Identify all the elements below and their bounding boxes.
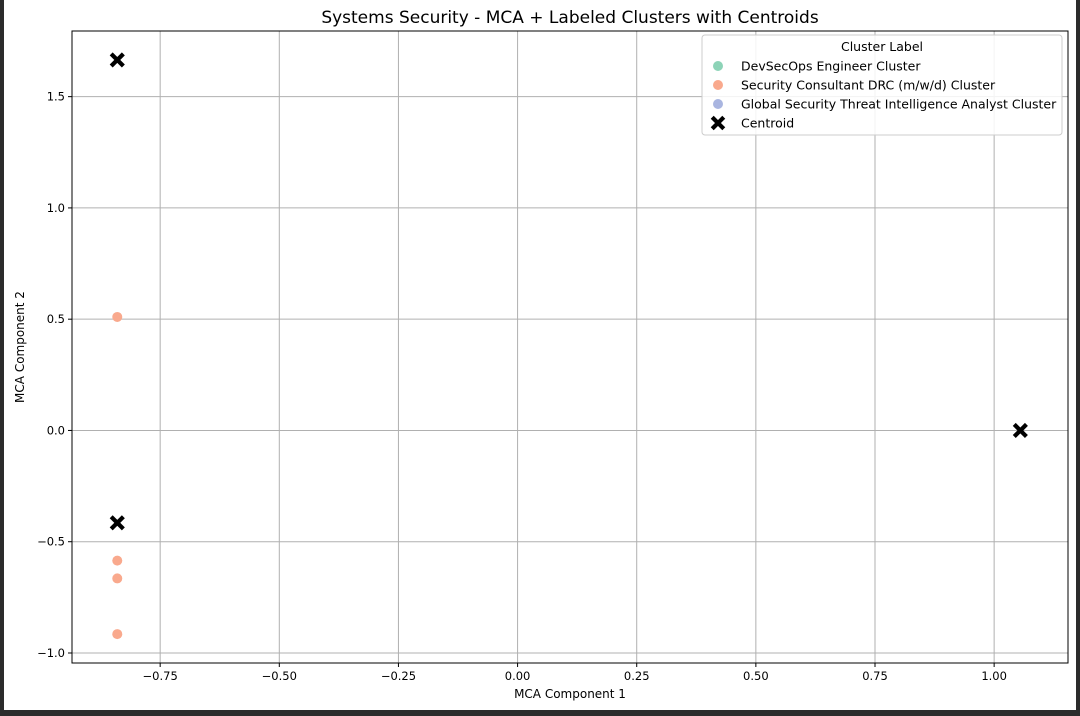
legend-title: Cluster Label <box>841 39 923 54</box>
centroid-marker <box>109 52 125 68</box>
chart-title: Systems Security - MCA + Labeled Cluster… <box>321 8 819 28</box>
x-tick-label: 0.75 <box>862 669 888 683</box>
x-tick-label: 0.25 <box>624 669 650 683</box>
chart-figure: Systems Security - MCA + Labeled Cluster… <box>4 0 1076 710</box>
legend-entry-label: Centroid <box>741 116 794 131</box>
x-tick-label: −0.50 <box>262 669 297 683</box>
x-tick-label: 1.00 <box>981 669 1007 683</box>
data-points <box>109 52 1028 640</box>
legend-entry-label: DevSecOps Engineer Cluster <box>741 59 921 74</box>
plot-area <box>71 30 1069 664</box>
y-tick-label: 0.0 <box>47 423 65 437</box>
legend-entry-label: Global Security Threat Intelligence Anal… <box>741 97 1057 112</box>
y-axis-label: MCA Component 2 <box>13 291 27 403</box>
y-tick-label: 1.5 <box>47 90 65 104</box>
x-tick-label: −0.25 <box>381 669 416 683</box>
y-tick-label: 0.5 <box>47 312 65 326</box>
y-tick-label: −1.0 <box>37 646 65 660</box>
legend-marker <box>713 99 723 109</box>
legend-marker-centroid <box>710 115 726 131</box>
data-point <box>112 629 123 640</box>
y-tick-label: −0.5 <box>37 535 65 549</box>
legend-marker <box>713 80 723 90</box>
y-tick-label: 1.0 <box>47 201 65 215</box>
legend-marker <box>713 61 723 71</box>
x-tick-label: 0.00 <box>505 669 531 683</box>
centroid-marker <box>1012 422 1028 439</box>
centroid-marker <box>109 515 125 531</box>
data-point <box>112 573 123 584</box>
data-point <box>112 311 123 322</box>
legend-box <box>701 34 1063 136</box>
x-tick-label: 0.50 <box>743 669 769 683</box>
scatter-chart: Systems Security - MCA + Labeled Cluster… <box>13 8 1069 701</box>
legend: Cluster Label DevSecOps Engineer Cluster… <box>701 34 1063 136</box>
legend-entry-label: Security Consultant DRC (m/w/d) Cluster <box>741 78 996 93</box>
data-point <box>112 555 123 566</box>
x-axis-label: MCA Component 1 <box>514 687 626 701</box>
axis-ticks: −0.75 −0.50 −0.25 0.00 0.25 0.50 0.75 1.00 −1.0 −… <box>37 90 1007 683</box>
x-tick-label: −0.75 <box>143 669 178 683</box>
